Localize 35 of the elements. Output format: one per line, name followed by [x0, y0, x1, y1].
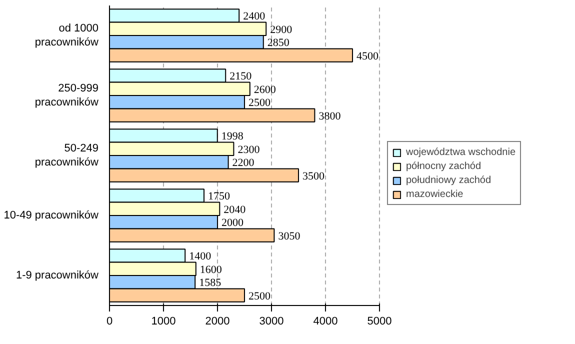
data-label: 1998 [221, 130, 244, 143]
legend-label: południowy zachód [406, 174, 492, 186]
y-tick-label: 250-999 pracowników [34, 82, 99, 109]
data-label: 1600 [200, 264, 222, 276]
x-tick-label: 3000 [259, 316, 284, 328]
data-label: 1400 [189, 250, 212, 263]
x-tick-label: 0 [106, 316, 113, 328]
data-label: 2600 [254, 84, 276, 96]
data-label: 3800 [318, 110, 342, 122]
data-label: 3500 [302, 170, 325, 182]
y-tick-label: 1-9 pracowników [16, 270, 99, 282]
x-tick-label: 1000 [151, 316, 176, 328]
data-label: 2900 [270, 24, 293, 36]
data-label: 2200 [232, 157, 255, 170]
y-tick-label: od 1000 pracowników [34, 22, 99, 49]
data-label: 2300 [238, 144, 260, 156]
legend-label: województwa wschodnie [406, 146, 516, 158]
data-label: 2040 [224, 204, 246, 216]
data-label: 2400 [243, 10, 266, 23]
data-label: 3050 [278, 230, 301, 242]
legend-label: północny zachód [406, 160, 482, 172]
x-tick-label: 4000 [313, 316, 338, 328]
y-tick-label: 50-249 pracowników [34, 142, 99, 169]
data-label: 2150 [230, 70, 252, 83]
x-tick-label: 5000 [367, 316, 392, 328]
legend-label: mazowieckie [406, 188, 464, 200]
data-label: 1585 [199, 277, 222, 290]
data-label: 4500 [356, 50, 379, 62]
x-tick-label: 2000 [205, 316, 230, 328]
data-label: 2500 [248, 97, 271, 110]
data-label: 2850 [267, 37, 290, 50]
data-label: 1750 [208, 190, 230, 203]
data-label: 2000 [222, 217, 244, 230]
y-tick-label: 10-49 pracowników [4, 210, 99, 222]
data-label: 2500 [248, 290, 271, 302]
